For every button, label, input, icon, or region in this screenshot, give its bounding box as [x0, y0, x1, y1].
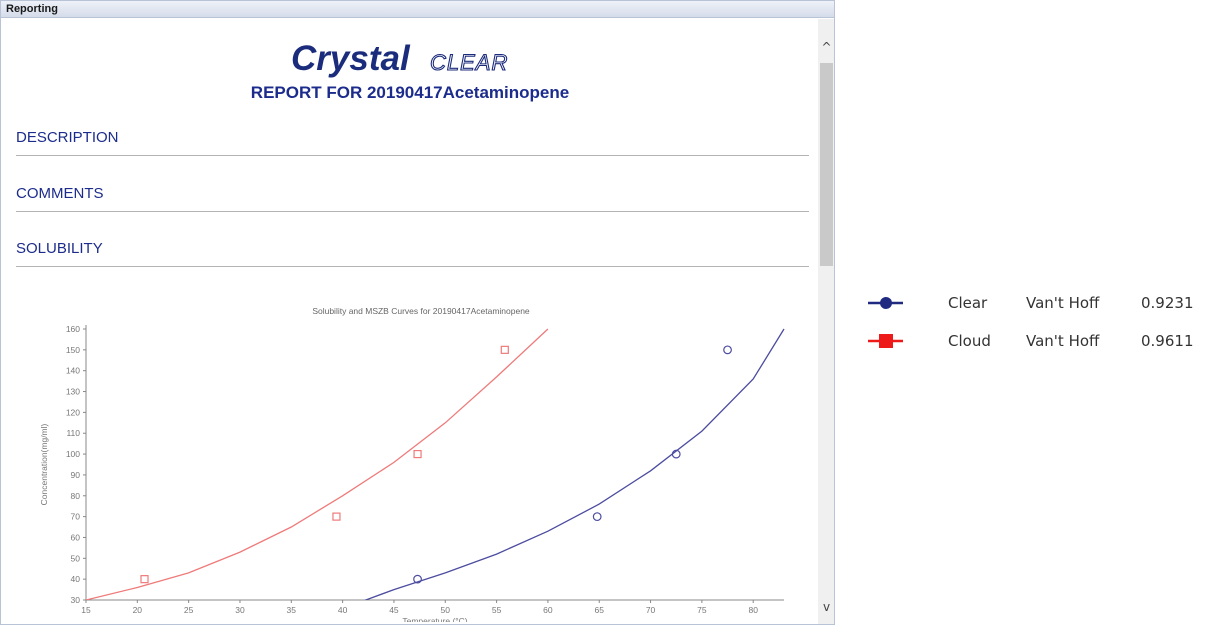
y-tick-label: 40: [71, 574, 81, 584]
x-tick-label: 50: [441, 605, 451, 615]
legend-value: 0.9611: [1141, 332, 1194, 350]
y-tick-label: 70: [71, 512, 81, 522]
section-solubility[interactable]: SOLUBILITY: [16, 226, 809, 267]
x-tick-label: 25: [184, 605, 194, 615]
x-tick-label: 35: [287, 605, 297, 615]
x-tick-label: 40: [338, 605, 348, 615]
y-tick-label: 140: [66, 366, 80, 376]
legend-value: 0.9231: [1141, 294, 1194, 312]
data-point-clear: [723, 345, 732, 355]
scrollbar-thumb[interactable]: [820, 63, 833, 266]
y-tick-label: 130: [66, 387, 80, 397]
x-tick-label: 30: [235, 605, 245, 615]
chevron-down-icon[interactable]: v: [822, 600, 831, 614]
y-tick-label: 120: [66, 407, 80, 417]
x-tick-label: 20: [133, 605, 143, 615]
y-axis-label: Concentration(mg/ml): [39, 423, 49, 505]
legend-model: Van't Hoff: [1026, 332, 1100, 350]
logo-text-bold: Crystal: [291, 39, 411, 78]
x-tick-label: 55: [492, 605, 502, 615]
section-description[interactable]: DESCRIPTION: [16, 115, 809, 156]
section-label: COMMENTS: [16, 185, 104, 202]
series-curve-clear: [363, 328, 785, 600]
y-tick-label: 30: [71, 595, 81, 605]
legend-series-name: Clear: [948, 294, 988, 312]
y-tick-label: 50: [71, 553, 81, 563]
reporting-panel: Reporting Crystal CLEAR REPORT FOR 20190…: [0, 0, 835, 625]
report-title: REPORT FOR 20190417Acetaminopene: [250, 83, 570, 102]
y-tick-label: 110: [66, 428, 80, 438]
data-point-cloud: [140, 575, 149, 584]
data-point-clear: [592, 512, 602, 522]
data-point-cloud: [413, 449, 422, 459]
x-tick-label: 75: [697, 605, 707, 615]
y-tick-label: 90: [71, 470, 81, 480]
chart-title: Solubility and MSZB Curves for 20190417A…: [312, 306, 530, 316]
x-tick-label: 80: [748, 605, 758, 615]
section-comments[interactable]: COMMENTS: [16, 171, 809, 212]
x-tick-label: 65: [595, 605, 605, 615]
data-point-cloud: [332, 512, 341, 521]
legend-model: Van't Hoff: [1026, 294, 1100, 312]
report-content: Crystal CLEAR REPORT FOR 20190417Acetami…: [1, 19, 819, 624]
section-label: DESCRIPTION: [16, 129, 119, 146]
logo-text-light: CLEAR: [430, 50, 508, 75]
y-tick-label: 100: [66, 449, 80, 459]
data-point-cloud: [500, 345, 509, 354]
y-tick-label: 80: [71, 491, 81, 501]
legend-item-cloud: Cloud Van't Hoff 0.9611: [866, 328, 1220, 356]
data-point-clear: [413, 574, 422, 584]
x-axis-label: Temperature (°C): [402, 616, 467, 622]
section-label: SOLUBILITY: [16, 240, 103, 257]
panel-title: Reporting: [1, 1, 834, 18]
chevron-up-icon[interactable]: ^: [821, 40, 832, 54]
solubility-chart: Solubility and MSZB Curves for 20190417A…: [39, 306, 785, 622]
y-tick-label: 60: [71, 532, 81, 542]
y-tick-label: 160: [66, 324, 80, 334]
vertical-scrollbar[interactable]: ^ v: [818, 19, 834, 624]
x-tick-label: 15: [81, 605, 91, 615]
series-curve-cloud: [86, 328, 549, 600]
chart-legend: Clear Van't Hoff 0.9231 Cloud Van't Hoff…: [866, 290, 1220, 360]
x-tick-label: 70: [646, 605, 656, 615]
x-tick-label: 45: [389, 605, 399, 615]
data-point-clear: [671, 449, 681, 459]
legend-circle-marker-icon: [868, 297, 903, 309]
crystalclear-logo: Crystal CLEAR: [291, 39, 508, 78]
x-tick-label: 60: [543, 605, 553, 615]
y-tick-label: 150: [66, 345, 80, 355]
legend-square-marker-icon: [868, 334, 903, 348]
legend-item-clear: Clear Van't Hoff 0.9231: [866, 290, 1220, 318]
legend-series-name: Cloud: [948, 332, 991, 350]
